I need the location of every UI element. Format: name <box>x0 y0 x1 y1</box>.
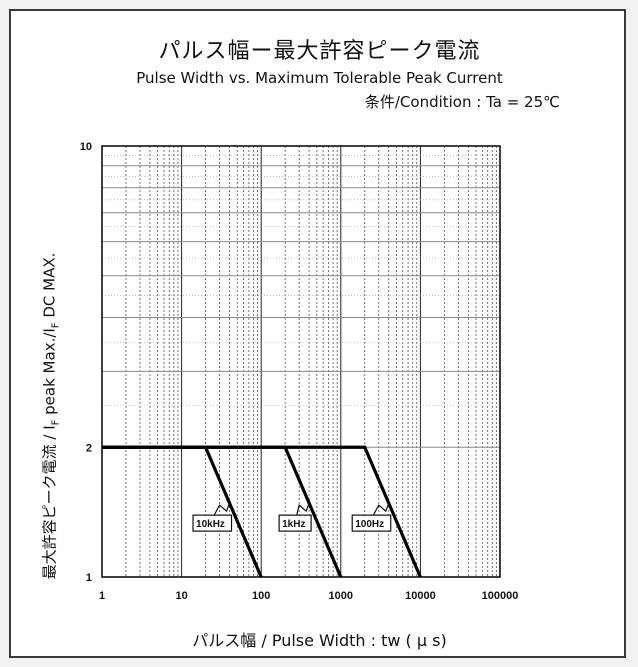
chart-frame: パルス幅ー最大許容ピーク電流 Pulse Width vs. Maximum T… <box>9 9 626 658</box>
x-tick-label: 1000 <box>329 590 353 602</box>
x-tick-label: 10000 <box>405 590 436 602</box>
x-axis-label: パルス幅 / Pulse Width : tw ( μ s) <box>192 631 447 650</box>
x-tick-label: 100 <box>252 590 270 602</box>
series-label-1kHz: 1kHz <box>282 519 305 530</box>
callout-box-1kHz <box>278 514 312 532</box>
plot-border <box>101 145 501 578</box>
chart-title-english: Pulse Width vs. Maximum Tolerable Peak C… <box>136 69 503 87</box>
series-line-100Hz <box>102 445 422 578</box>
y-tick-label: 2 <box>86 442 92 454</box>
callout-line-10kHz <box>213 502 231 516</box>
series-label-10kHz: 10kHz <box>196 519 225 530</box>
y-tick-label: 10 <box>80 141 92 153</box>
x-tick-label: 100000 <box>482 590 519 602</box>
condition-label: 条件/Condition : Ta = 25℃ <box>364 93 560 111</box>
series-label-100Hz: 100Hz <box>355 519 384 530</box>
callout-box-100Hz <box>351 514 392 532</box>
x-tick-label: 10 <box>175 590 187 602</box>
callout-line-1kHz <box>296 502 310 516</box>
y-tick-label: 1 <box>86 572 92 584</box>
x-tick-label: 1 <box>99 590 105 602</box>
callout-box-10kHz <box>192 514 233 532</box>
callout-line-100Hz <box>372 502 390 516</box>
chart-title-japanese: パルス幅ー最大許容ピーク電流 <box>158 39 481 64</box>
series-line-1kHz <box>102 445 343 578</box>
chart-plot: 10kHz 1kHz 100Hz 1 10 100 1000 10000 100000 1 2 10 <box>80 141 519 602</box>
